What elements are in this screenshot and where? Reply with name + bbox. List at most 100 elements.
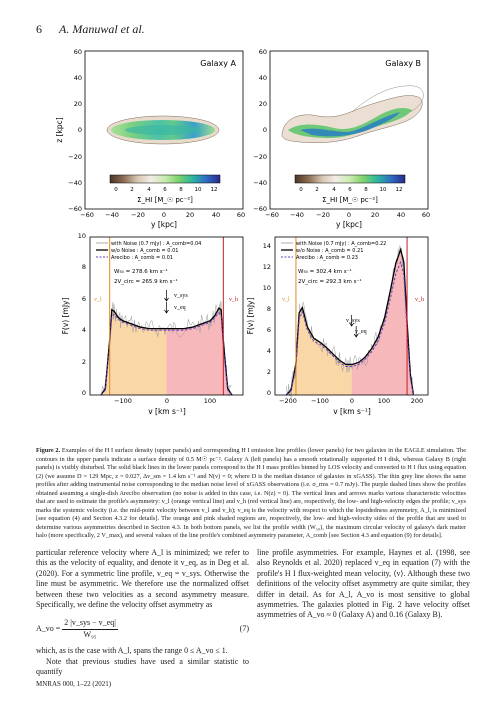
v-sys-arrow <box>164 290 169 302</box>
y-tick-labels: 60 40 20 0 −20 −40 −60 <box>253 48 267 213</box>
v-high-label: v_h <box>415 297 424 303</box>
y-tick: 4 <box>267 347 271 355</box>
equation-7: A_vo = 2 |v_sys − v_eq| W₉₅ (7) <box>36 618 249 640</box>
colorbar-tick: 0 <box>114 187 118 193</box>
x-tick: −100 <box>311 397 329 405</box>
equation-lhs: A_vo = <box>36 624 61 634</box>
y-tick-labels: 0 2 4 6 8 10 12 14 <box>263 242 271 397</box>
y-tick: −60 <box>253 205 267 213</box>
y-tick: −40 <box>253 179 267 187</box>
colorbar-tick: 4 <box>147 187 151 193</box>
x-tick-labels: −60 −40 −20 0 20 40 60 <box>265 211 430 219</box>
y-tick: 4 <box>82 326 86 334</box>
y-tick: 10 <box>263 284 271 292</box>
colorbar <box>294 174 406 184</box>
paragraph: Note that previous studies have used a s… <box>36 656 249 677</box>
colorbar-tick: 8 <box>179 187 183 193</box>
y-axis-label: z [kpc] <box>55 117 64 142</box>
vcirc-label: 2V_circ = 292.3 km s⁻¹ <box>298 278 362 285</box>
page-footer: MNRAS 000, 1–22 (2021) <box>36 680 112 688</box>
w50-label: W₅₀ = 302.4 km s⁻¹ <box>298 268 352 275</box>
paragraph: which, as is the case with A_l, spans th… <box>36 646 228 656</box>
x-tick: 60 <box>237 211 245 219</box>
v-eq-label: v_eq <box>174 305 186 311</box>
x-tick: 0 <box>347 211 351 219</box>
colorbar-ticks: 0 2 4 6 8 10 12 <box>114 187 217 193</box>
y-tick-labels: 60 40 20 0 −20 −40 −60 <box>68 48 82 213</box>
colorbar-tick: 10 <box>380 187 387 193</box>
y-tick: 60 <box>259 48 267 56</box>
colorbar-label: Σ_HI [M_☉ pc⁻²] <box>137 196 193 204</box>
spectrum-panel-galaxy-b: with Noise (0.7 mJy) : A_comb=0.22 w/o N… <box>246 236 429 416</box>
y-tick-labels: 0 2 4 6 8 10 <box>78 232 86 397</box>
x-tick: 200 <box>411 397 423 405</box>
y-tick: 2 <box>267 368 271 376</box>
legend-item: with Noise (0.7 mJy) : A_comb=0.22 <box>296 241 386 247</box>
colorbar-tick: 0 <box>299 187 303 193</box>
x-tick: −60 <box>80 211 94 219</box>
x-tick: 0 <box>162 211 166 219</box>
y-tick: 40 <box>259 74 267 82</box>
colorbar-tick: 4 <box>332 187 336 193</box>
spectrum-plot <box>100 237 233 397</box>
y-tick: 6 <box>267 326 271 334</box>
legend-item: w/o Noise : A_comb = 0.01 <box>111 248 178 254</box>
v-eq-label: v_eq <box>355 329 367 335</box>
y-tick: 12 <box>263 263 271 271</box>
x-tick: 0 <box>350 397 354 405</box>
x-tick: 0 <box>165 397 169 405</box>
colorbar-ticks: 0 2 4 6 8 10 12 <box>299 187 402 193</box>
x-tick: 40 <box>397 211 405 219</box>
paragraph: line profile asymmetries. For example, H… <box>257 548 470 620</box>
spectrum-plot <box>285 237 415 398</box>
v-sys-label: v_sys <box>174 293 188 299</box>
w50-label: W₅₀ = 278.6 km s⁻¹ <box>114 268 168 275</box>
colorbar-tick: 12 <box>211 187 218 193</box>
y-tick: 8 <box>82 263 86 271</box>
v-eq-arrow <box>164 302 169 314</box>
colorbar-tick: 6 <box>348 187 352 193</box>
y-tick: 0 <box>78 126 82 134</box>
paragraph: particular reference velocity where A_l … <box>36 548 249 610</box>
y-tick: −40 <box>68 179 82 187</box>
v-sys-label: v_sys <box>346 318 360 324</box>
caption-text: Examples of the H I surface density (upp… <box>36 447 466 540</box>
running-authors: A. Manuwal et al. <box>59 22 145 36</box>
y-tick: 0 <box>263 126 267 134</box>
v-high-label: v_h <box>229 297 238 303</box>
low-velocity-shaded-region <box>100 309 167 395</box>
y-tick: −20 <box>253 153 267 161</box>
x-axis-label: y [kpc] <box>151 220 177 229</box>
equation-denominator: W₉₅ <box>83 629 97 639</box>
page-header: 6 A. Manuwal et al. <box>36 22 145 37</box>
y-tick: −60 <box>68 205 82 213</box>
hi-disk-core <box>125 125 201 135</box>
x-tick-labels: −100 0 100 <box>114 397 216 405</box>
legend-item: w/o Noise : A_comb = 0.21 <box>296 248 363 254</box>
v-low-label: v_l <box>94 297 102 303</box>
y-tick: 2 <box>82 358 86 366</box>
body-column-right: line profile asymmetries. For example, H… <box>257 548 470 621</box>
colorbar <box>109 174 221 184</box>
y-tick: 0 <box>82 389 86 397</box>
x-tick: −40 <box>290 211 304 219</box>
x-tick: −20 <box>316 211 330 219</box>
legend-item: Arecibo : A_comb = 0.01 <box>111 255 173 261</box>
v-low-label: v_l <box>282 297 290 303</box>
x-tick-labels: −200 −100 0 100 200 <box>279 397 423 405</box>
arecibo-profile-line <box>100 312 233 396</box>
y-tick: 10 <box>78 232 86 240</box>
low-velocity-shaded-region <box>286 307 352 395</box>
y-tick: 20 <box>74 100 82 108</box>
spectrum-panel-galaxy-a: with Noise (0.7 mJy) : A_comb=0.04 w/o N… <box>61 232 244 416</box>
map-panel-galaxy-a: Galaxy A 0 2 4 6 8 10 12 Σ_HI [M_☉ pc⁻²]… <box>55 48 245 229</box>
y-tick: 20 <box>259 100 267 108</box>
colorbar-tick: 2 <box>130 187 134 193</box>
x-tick: 20 <box>371 211 379 219</box>
arecibo-profile-line <box>285 260 414 396</box>
x-tick-labels: −60 −40 −20 0 20 40 60 <box>80 211 245 219</box>
x-tick: 60 <box>422 211 430 219</box>
y-tick: 60 <box>74 48 82 56</box>
equation-number: (7) <box>239 624 249 634</box>
x-tick: −20 <box>131 211 145 219</box>
